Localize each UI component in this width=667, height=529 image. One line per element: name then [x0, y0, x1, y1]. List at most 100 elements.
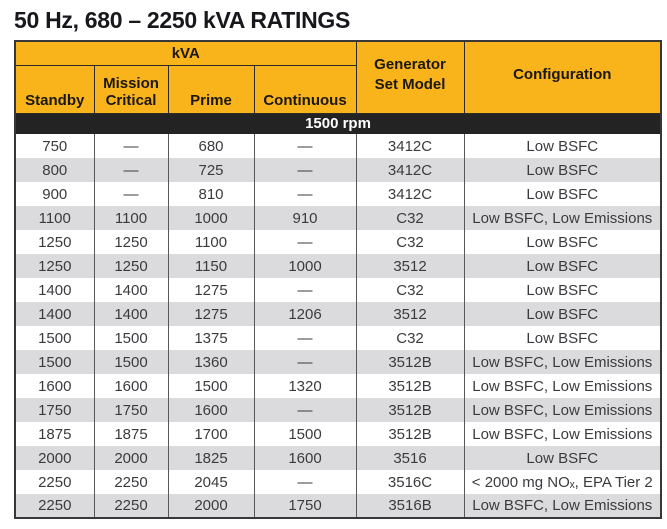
cell-prime: 1275	[167, 278, 254, 302]
table-row: 1100 1100 1000 910 C32 Low BSFC, Low Emission…	[15, 206, 662, 230]
table-row: 1250 1250 1150 1000 3512 Low BSFC	[15, 254, 662, 278]
cell-standby: 1875	[15, 422, 94, 446]
table-row: 1600 1600 1500 1320 3512B Low BSFC, Low Emiss…	[15, 374, 662, 398]
standby-header: Standby	[14, 64, 95, 114]
cell-configuration: Low BSFC	[463, 302, 662, 326]
cell-model: 3516B	[355, 494, 465, 518]
table-row: 1500 1500 1360—3512B Low BSFC, Low Emission…	[15, 350, 662, 374]
cell-mission-critical: 1400	[93, 278, 168, 302]
cell-standby: 1400	[15, 278, 94, 302]
table-row: 1400 1400 1275— C32 Low BSFC	[15, 278, 662, 302]
cell-prime: 1375	[167, 326, 254, 350]
table-row: 800—725—3412C Low BSFC	[15, 158, 662, 182]
cell-configuration: Low BSFC	[463, 326, 662, 350]
cell-prime: 1700	[167, 422, 254, 446]
page-title: 50 Hz, 680 – 2250 kVA RATINGS	[14, 7, 351, 33]
cell-model: C32	[355, 326, 465, 350]
table-header: kVA Generator Set Model Configuration St…	[14, 40, 662, 134]
cell-model: C32	[355, 278, 465, 302]
cell-continuous: —	[253, 278, 357, 302]
cell-continuous: 1750	[253, 494, 357, 518]
cell-prime: 2045	[167, 470, 254, 494]
cell-mission-critical: —	[93, 182, 168, 206]
cell-standby: 750	[15, 134, 94, 158]
cell-prime: 1000	[167, 206, 254, 230]
table-row: 750—680—3412C Low BSFC	[15, 134, 662, 158]
cell-model: 3412C	[355, 134, 465, 158]
cell-continuous: 910	[253, 206, 357, 230]
cell-continuous: 1320	[253, 374, 357, 398]
cell-mission-critical: 1875	[93, 422, 168, 446]
cell-model: 3512B	[355, 398, 465, 422]
cell-continuous: —	[253, 134, 357, 158]
cell-configuration: Low BSFC, Low Emissions	[463, 374, 662, 398]
cell-mission-critical: 1600	[93, 374, 168, 398]
cell-configuration: Low BSFC	[463, 134, 662, 158]
generator-set-model-header: Generator Set Model	[355, 40, 465, 114]
cell-continuous: —	[253, 182, 357, 206]
cell-model: 3512B	[355, 350, 465, 374]
cell-mission-critical: 1750	[93, 398, 168, 422]
cell-mission-critical: 2000	[93, 446, 168, 470]
prime-header: Prime	[167, 64, 255, 114]
cell-prime: 1360	[167, 350, 254, 374]
cell-prime: 2000	[167, 494, 254, 518]
cell-prime: 1150	[167, 254, 254, 278]
cell-standby: 1100	[15, 206, 94, 230]
cell-standby: 1500	[15, 350, 94, 374]
table-row: 1875 1875 1700 1500 3512B Low BSFC, Low Emiss…	[15, 422, 662, 446]
table-row: 2000 2000 1825 1600 3516 Low BSFC	[15, 446, 662, 470]
table-row: 1500 1500 1375— C32 Low BSFC	[15, 326, 662, 350]
cell-configuration: Low BSFC	[463, 158, 662, 182]
cell-standby: 1250	[15, 230, 94, 254]
cell-mission-critical: 1500	[93, 326, 168, 350]
cell-mission-critical: 1250	[93, 230, 168, 254]
cell-model: 3512	[355, 254, 465, 278]
cell-model: 3512B	[355, 374, 465, 398]
cell-configuration: Low BSFC	[463, 278, 662, 302]
cell-prime: 1600	[167, 398, 254, 422]
cell-mission-critical: 2250	[93, 470, 168, 494]
cell-standby: 2250	[15, 494, 94, 518]
cell-model: C32	[355, 230, 465, 254]
cell-prime: 1100	[167, 230, 254, 254]
cell-prime: 810	[167, 182, 254, 206]
cell-configuration: Low BSFC, Low Emissions	[463, 398, 662, 422]
cell-standby: 800	[15, 158, 94, 182]
cell-standby: 2250	[15, 470, 94, 494]
configuration-header: Configuration	[463, 40, 662, 114]
cell-standby: 1500	[15, 326, 94, 350]
table-row: 2250 2250 2000 1750 3516B Low BSFC, Low Emiss…	[15, 494, 662, 518]
cell-configuration: Low BSFC	[463, 182, 662, 206]
table-row: 1750 1750 1600—3512B Low BSFC, Low Emission…	[15, 398, 662, 422]
ratings-table: kVA Generator Set Model Configuration St…	[14, 40, 663, 519]
cell-prime: 680	[167, 134, 254, 158]
cell-standby: 2000	[15, 446, 94, 470]
cell-continuous: —	[253, 230, 357, 254]
cell-prime: 725	[167, 158, 254, 182]
continuous-header: Continuous	[253, 64, 357, 114]
cell-model: 3516C	[355, 470, 465, 494]
cell-mission-critical: 1100	[93, 206, 168, 230]
cell-configuration: < 2000 mg NOₓ, EPA Tier 2	[463, 470, 662, 494]
cell-configuration: Low BSFC, Low Emissions	[463, 350, 662, 374]
cell-configuration: Low BSFC, Low Emissions	[463, 422, 662, 446]
cell-configuration: Low BSFC	[463, 230, 662, 254]
cell-continuous: —	[253, 158, 357, 182]
cell-continuous: 1500	[253, 422, 357, 446]
cell-mission-critical: 2250	[93, 494, 168, 518]
cell-model: 3512	[355, 302, 465, 326]
cell-model: 3412C	[355, 158, 465, 182]
generator-header-line2: Set Model	[374, 76, 446, 94]
cell-configuration: Low BSFC	[463, 254, 662, 278]
cell-configuration: Low BSFC	[463, 446, 662, 470]
cell-continuous: —	[253, 470, 357, 494]
cell-standby: 900	[15, 182, 94, 206]
mission-critical-header: Mission Critical	[93, 64, 169, 114]
cell-continuous: 1000	[253, 254, 357, 278]
cell-standby: 1750	[15, 398, 94, 422]
cell-standby: 1400	[15, 302, 94, 326]
cell-model: 3512B	[355, 422, 465, 446]
cell-mission-critical: —	[93, 134, 168, 158]
